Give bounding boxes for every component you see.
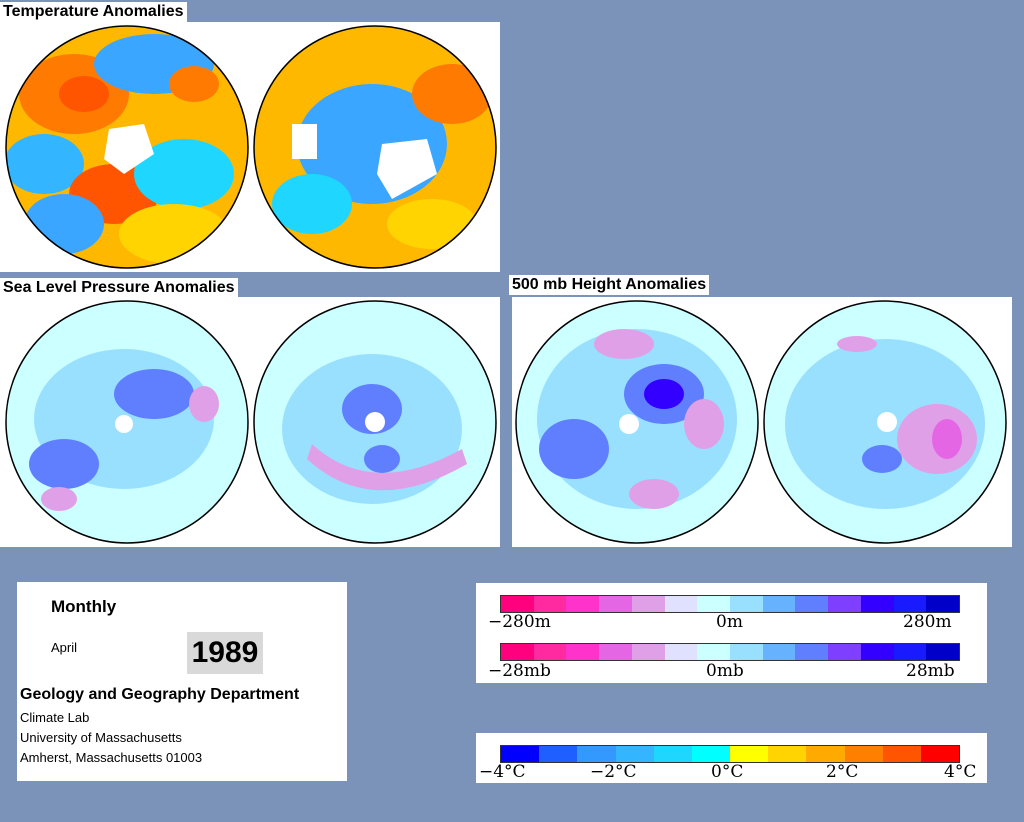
height500-globe-north bbox=[515, 300, 759, 544]
temperature-colorbar bbox=[500, 745, 960, 763]
year-label: 1989 bbox=[187, 632, 263, 674]
pressure-swatch-7 bbox=[697, 644, 731, 660]
pressure-swatch-1 bbox=[501, 644, 534, 660]
temperature-swatch-7 bbox=[730, 746, 769, 762]
height500-globe-south bbox=[763, 300, 1007, 544]
pressure-swatch-10 bbox=[795, 644, 829, 660]
temperature-swatch-12 bbox=[920, 746, 960, 762]
pressure-swatch-3 bbox=[566, 644, 600, 660]
address-line-1: Climate Lab bbox=[20, 710, 90, 725]
height-min-label: −280m bbox=[488, 612, 551, 632]
pressure-swatch-9 bbox=[762, 644, 796, 660]
info-panel: Monthly April 1989 Geology and Geography… bbox=[17, 582, 347, 781]
temperature-swatch-4 bbox=[615, 746, 654, 762]
pressure-swatch-4 bbox=[599, 644, 632, 660]
pressure-swatch-12 bbox=[860, 644, 894, 660]
pressure-swatch-5 bbox=[631, 644, 665, 660]
temperature-swatch-2 bbox=[539, 746, 578, 762]
height-swatch-8 bbox=[730, 596, 763, 612]
slp-globe-north bbox=[5, 300, 249, 544]
slp-panel bbox=[0, 297, 500, 547]
height-swatch-14 bbox=[926, 596, 960, 612]
height-swatch-6 bbox=[664, 596, 698, 612]
temperature-legend: −4°C −2°C 0°C 2°C 4°C bbox=[476, 733, 987, 783]
height-colorbar bbox=[500, 595, 960, 613]
temperature-label-3: 0°C bbox=[711, 762, 744, 782]
slp-globe-south bbox=[253, 300, 497, 544]
height-swatch-13 bbox=[893, 596, 927, 612]
height-swatch-4 bbox=[599, 596, 632, 612]
pressure-colorbar bbox=[500, 643, 960, 661]
address-line-3: Amherst, Massachusetts 01003 bbox=[20, 750, 203, 765]
pressure-swatch-11 bbox=[828, 644, 861, 660]
height-swatch-12 bbox=[860, 596, 894, 612]
height500-panel bbox=[512, 297, 1012, 547]
pressure-swatch-2 bbox=[533, 644, 567, 660]
temperature-label-1: −4°C bbox=[479, 762, 526, 782]
temperature-swatch-5 bbox=[653, 746, 692, 762]
pressure-swatch-13 bbox=[893, 644, 927, 660]
temperature-label-2: −2°C bbox=[590, 762, 637, 782]
temperature-swatch-10 bbox=[844, 746, 883, 762]
height-swatch-11 bbox=[828, 596, 861, 612]
height-max-label: 280m bbox=[903, 612, 952, 632]
temperature-globe-north bbox=[5, 25, 249, 269]
temperature-panel bbox=[0, 22, 500, 272]
temperature-swatch-3 bbox=[577, 746, 616, 762]
height-mid-label: 0m bbox=[716, 612, 743, 632]
height-swatch-5 bbox=[631, 596, 665, 612]
pressure-min-label: −28mb bbox=[488, 661, 551, 681]
height500-title: 500 mb Height Anomalies bbox=[509, 275, 710, 295]
temperature-label-5: 4°C bbox=[944, 762, 977, 782]
height-pressure-legend: −280m 0m 280m −28mb 0mb 28mb bbox=[476, 583, 987, 683]
temperature-swatch-8 bbox=[768, 746, 807, 762]
temperature-swatch-6 bbox=[691, 746, 731, 762]
pressure-mid-label: 0mb bbox=[706, 661, 744, 681]
period-label: Monthly bbox=[51, 597, 117, 616]
temperature-title: Temperature Anomalies bbox=[0, 2, 187, 22]
temperature-swatch-11 bbox=[882, 746, 921, 762]
address-line-2: University of Massachusetts bbox=[20, 730, 182, 745]
height-swatch-10 bbox=[795, 596, 829, 612]
temperature-swatch-9 bbox=[806, 746, 845, 762]
month-label: April bbox=[51, 640, 78, 655]
slp-title: Sea Level Pressure Anomalies bbox=[0, 278, 238, 298]
pressure-swatch-8 bbox=[730, 644, 763, 660]
height-swatch-2 bbox=[533, 596, 567, 612]
height-swatch-9 bbox=[762, 596, 796, 612]
height-swatch-7 bbox=[697, 596, 731, 612]
pressure-swatch-14 bbox=[926, 644, 960, 660]
pressure-max-label: 28mb bbox=[906, 661, 955, 681]
temperature-swatch-1 bbox=[501, 746, 540, 762]
department-label: Geology and Geography Department bbox=[20, 686, 300, 703]
height-swatch-1 bbox=[501, 596, 534, 612]
temperature-label-4: 2°C bbox=[826, 762, 859, 782]
temperature-globe-south bbox=[253, 25, 497, 269]
height-swatch-3 bbox=[566, 596, 600, 612]
pressure-swatch-6 bbox=[664, 644, 698, 660]
